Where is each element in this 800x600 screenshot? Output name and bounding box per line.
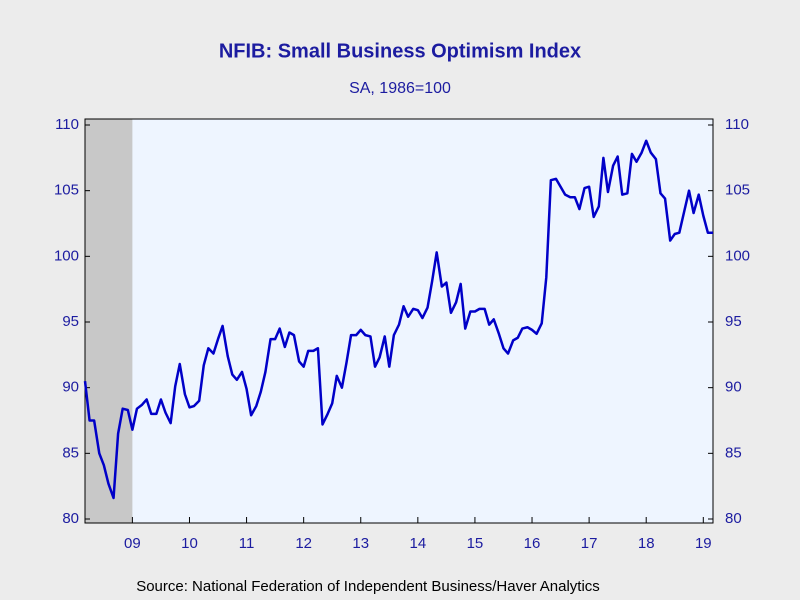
y-tick-label: 100 xyxy=(54,247,79,264)
recession-shade xyxy=(85,119,133,523)
data-line xyxy=(83,139,713,500)
x-tick-label: 11 xyxy=(239,535,255,552)
x-tick-label: 14 xyxy=(409,535,426,552)
source-note: Source: National Federation of Independe… xyxy=(136,578,600,595)
y-tick-label: 105 xyxy=(54,182,79,199)
y2-tick-label: 85 xyxy=(725,444,742,461)
y-tick-label: 110 xyxy=(55,116,79,133)
y2-tick-label: 100 xyxy=(725,247,750,264)
y2-tick-label: 95 xyxy=(725,313,742,330)
x-tick-label: 19 xyxy=(695,535,712,552)
y2-tick-label: 90 xyxy=(725,379,742,396)
y-tick-label: 80 xyxy=(62,510,79,527)
x-tick-label: 16 xyxy=(524,535,541,552)
x-tick-label: 09 xyxy=(124,535,141,552)
chart-title: NFIB: Small Business Optimism Index xyxy=(219,40,581,62)
y-tick-label: 95 xyxy=(62,313,79,330)
y2-tick-label: 105 xyxy=(725,182,750,199)
plot-frame xyxy=(84,118,714,524)
x-tick-label: 13 xyxy=(352,535,369,552)
x-tick-label: 10 xyxy=(181,535,198,552)
x-tick-label: 15 xyxy=(467,535,484,552)
x-tick-label: 12 xyxy=(295,535,312,552)
x-tick-label: 17 xyxy=(581,535,598,552)
y-tick-label: 85 xyxy=(62,444,79,461)
y2-tick-label: 110 xyxy=(725,116,749,133)
chart-subtitle: SA, 1986=100 xyxy=(349,80,451,97)
y-tick-label: 90 xyxy=(62,379,79,396)
y2-tick-label: 80 xyxy=(725,510,742,527)
x-tick-label: 18 xyxy=(638,535,655,552)
